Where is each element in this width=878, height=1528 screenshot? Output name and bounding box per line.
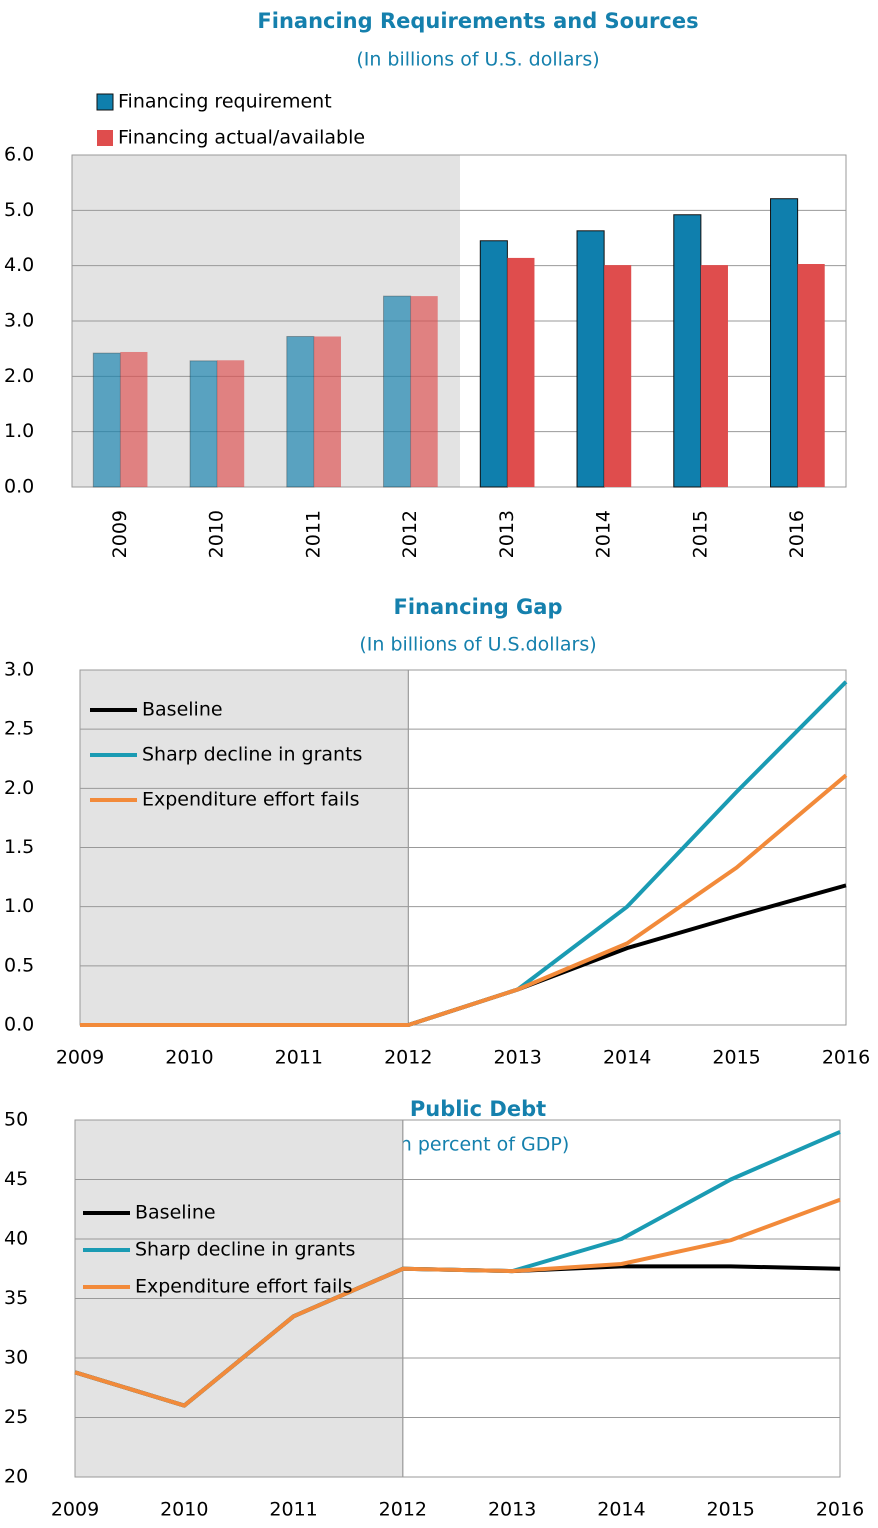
- line: [80, 773, 848, 1027]
- y-tick-label: 1.0: [4, 895, 34, 917]
- bar: [217, 360, 245, 487]
- y-tick-label: 25: [4, 1406, 28, 1428]
- y-tick-label: 40: [4, 1228, 28, 1250]
- chart-subtitle: (In billions of U.S. dollars): [356, 49, 599, 71]
- y-tick-label: 0.5: [4, 954, 34, 976]
- y-tick-label: 4.0: [4, 254, 34, 276]
- y-tick-label: 5.0: [4, 199, 34, 221]
- legend-label: Expenditure effort fails: [142, 789, 360, 811]
- y-tick-label: 30: [4, 1347, 28, 1369]
- x-tick-label: 2016: [786, 510, 808, 558]
- x-tick-label: 2014: [603, 1047, 651, 1069]
- legend-swatch: [96, 93, 114, 111]
- x-tick-label: 2012: [399, 510, 421, 558]
- bar: [673, 214, 702, 488]
- legend-label: Sharp decline in grants: [135, 1239, 355, 1261]
- x-tick-label: 2014: [593, 510, 615, 558]
- legend-label: Sharp decline in grants: [142, 744, 362, 766]
- chart-title: Public Debt: [410, 1097, 546, 1121]
- x-tick-label: 2010: [206, 510, 228, 558]
- x-tick-label: 2009: [109, 510, 131, 558]
- bar: [313, 336, 341, 487]
- bar: [120, 351, 148, 487]
- legend-label: Financing actual/available: [118, 127, 365, 149]
- chart-subtitle: (In percent of GDP): [387, 1134, 570, 1156]
- y-tick-label: 50: [4, 1109, 28, 1131]
- x-tick-label: 2013: [488, 1499, 536, 1521]
- x-tick-label: 2009: [51, 1499, 99, 1521]
- legend-swatch: [97, 130, 113, 146]
- y-tick-label: 0.0: [4, 1014, 34, 1036]
- x-tick-label: 2012: [384, 1047, 432, 1069]
- x-tick-label: 2012: [379, 1499, 427, 1521]
- y-tick-label: 3.0: [4, 310, 34, 332]
- x-tick-label: 2013: [496, 510, 518, 558]
- x-tick-label: 2013: [494, 1047, 542, 1069]
- y-tick-label: 1.5: [4, 836, 34, 858]
- x-tick-label: 2011: [302, 510, 324, 558]
- chart-title: Financing Requirements and Sources: [257, 9, 698, 33]
- x-tick-label: 2015: [712, 1047, 760, 1069]
- y-tick-label: 35: [4, 1287, 28, 1309]
- y-tick-label: 20: [4, 1466, 28, 1488]
- x-tick-label: 2011: [269, 1499, 317, 1521]
- x-tick-label: 2010: [160, 1499, 208, 1521]
- legend-label: Expenditure effort fails: [135, 1276, 353, 1298]
- bar: [383, 295, 412, 488]
- y-tick-label: 0.0: [4, 476, 34, 498]
- plot-border: [74, 1119, 841, 1478]
- y-tick-label: 2.5: [4, 718, 34, 740]
- y-tick-label: 2.0: [4, 777, 34, 799]
- y-tick-label: 3.0: [4, 659, 34, 681]
- plot-border: [79, 669, 847, 1026]
- x-tick-label: 2016: [822, 1047, 870, 1069]
- plot-border: [71, 154, 847, 488]
- bar: [189, 360, 218, 488]
- x-tick-label: 2016: [816, 1499, 864, 1521]
- y-tick-label: 1.0: [4, 420, 34, 442]
- x-tick-label: 2010: [165, 1047, 213, 1069]
- x-tick-label: 2011: [275, 1047, 323, 1069]
- chart-subtitle: (In billions of U.S.dollars): [359, 634, 596, 656]
- x-tick-label: 2009: [56, 1047, 104, 1069]
- y-tick-label: 6.0: [4, 144, 34, 166]
- bar: [479, 240, 508, 488]
- bar: [797, 264, 825, 487]
- y-tick-label: 45: [4, 1168, 28, 1190]
- line: [74, 1197, 841, 1408]
- bar: [770, 198, 799, 488]
- x-tick-label: 2015: [689, 510, 711, 558]
- x-tick-label: 2015: [707, 1499, 755, 1521]
- legend-label: Baseline: [135, 1202, 216, 1224]
- bar: [507, 257, 535, 487]
- x-tick-label: 2014: [597, 1499, 645, 1521]
- bar: [286, 335, 315, 488]
- bar: [92, 352, 121, 488]
- bar: [410, 296, 438, 487]
- bar: [604, 265, 632, 487]
- legend-label: Financing requirement: [118, 91, 332, 113]
- legend-label: Baseline: [142, 699, 223, 721]
- y-tick-label: 2.0: [4, 365, 34, 387]
- chart-title: Financing Gap: [394, 595, 563, 619]
- bar: [700, 265, 728, 487]
- bar: [576, 230, 605, 488]
